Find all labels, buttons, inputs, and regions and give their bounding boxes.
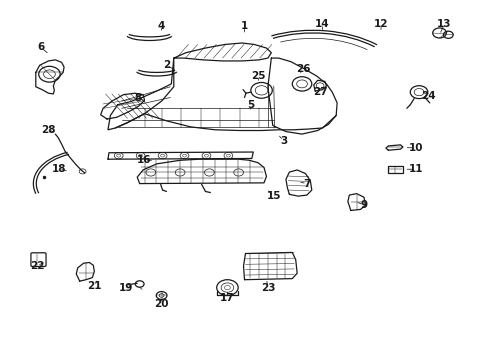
Text: 28: 28 bbox=[41, 125, 56, 135]
Text: 9: 9 bbox=[360, 200, 367, 210]
Text: 1: 1 bbox=[241, 21, 247, 31]
Text: 10: 10 bbox=[408, 143, 423, 153]
Text: 22: 22 bbox=[30, 261, 44, 271]
FancyBboxPatch shape bbox=[31, 253, 46, 266]
Text: 13: 13 bbox=[436, 19, 451, 29]
Text: 18: 18 bbox=[52, 164, 66, 174]
Text: 2: 2 bbox=[163, 60, 170, 70]
Text: 21: 21 bbox=[87, 281, 102, 291]
Text: 27: 27 bbox=[312, 87, 327, 97]
Text: 19: 19 bbox=[119, 283, 133, 293]
Text: 23: 23 bbox=[260, 283, 275, 293]
Bar bbox=[387, 166, 402, 173]
Text: 3: 3 bbox=[279, 136, 286, 145]
Text: 8: 8 bbox=[134, 93, 142, 103]
Text: 7: 7 bbox=[303, 179, 310, 189]
Text: 20: 20 bbox=[154, 299, 168, 309]
Text: 16: 16 bbox=[137, 155, 151, 165]
Text: 17: 17 bbox=[220, 293, 234, 303]
Text: 15: 15 bbox=[266, 191, 281, 201]
Text: 12: 12 bbox=[373, 19, 387, 29]
Text: 25: 25 bbox=[250, 71, 265, 81]
Text: 5: 5 bbox=[246, 100, 253, 110]
Text: 26: 26 bbox=[295, 64, 309, 74]
Text: 6: 6 bbox=[37, 42, 44, 52]
Text: 14: 14 bbox=[315, 19, 329, 29]
Text: 11: 11 bbox=[408, 164, 423, 174]
Text: 4: 4 bbox=[158, 21, 165, 31]
Text: 24: 24 bbox=[421, 91, 435, 101]
